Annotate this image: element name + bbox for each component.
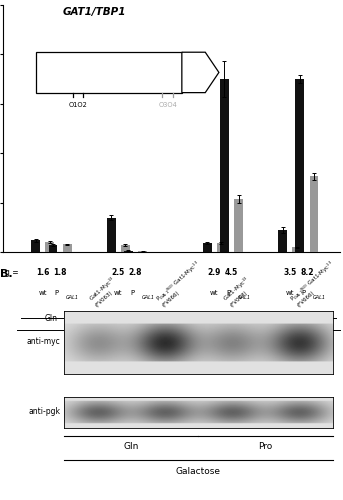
- Text: anti-pgk: anti-pgk: [28, 406, 61, 416]
- Text: g =: g =: [5, 268, 19, 277]
- Text: 2.5: 2.5: [112, 268, 125, 277]
- Text: wt: wt: [114, 290, 122, 296]
- Bar: [217, 244, 226, 252]
- Bar: [138, 251, 147, 252]
- Text: Gat1-Myc$^{13}$
(FV063): Gat1-Myc$^{13}$ (FV063): [221, 274, 257, 308]
- Text: 8.2: 8.2: [300, 268, 314, 277]
- Bar: [203, 244, 212, 252]
- Text: P: P: [226, 290, 230, 296]
- Bar: [49, 245, 58, 252]
- Text: B.: B.: [0, 269, 13, 279]
- Bar: [107, 218, 116, 252]
- Bar: [292, 248, 301, 252]
- Bar: [62, 244, 72, 252]
- Text: P: P: [130, 290, 134, 296]
- Text: GAL1: GAL1: [313, 295, 326, 300]
- Text: GAL1: GAL1: [66, 295, 79, 300]
- Text: 1.6: 1.6: [36, 268, 49, 277]
- Text: Gln: Gln: [45, 314, 58, 322]
- Text: GAL1: GAL1: [142, 295, 155, 300]
- Bar: [31, 240, 40, 252]
- Text: 1.8: 1.8: [53, 268, 67, 277]
- Text: P$_{GAL1^{(M40)}}$ Gat1-Myc$^{13}$
(FV666): P$_{GAL1^{(M40)}}$ Gat1-Myc$^{13}$ (FV66…: [288, 258, 341, 308]
- Text: 3.5: 3.5: [283, 268, 296, 277]
- Bar: [309, 176, 318, 252]
- Text: P$_{GAL1^{(M40)}}$ Gat1-Myc$^{13}$
(FV666): P$_{GAL1^{(M40)}}$ Gat1-Myc$^{13}$ (FV66…: [154, 258, 207, 308]
- Text: 2.9: 2.9: [208, 268, 221, 277]
- Text: P: P: [301, 290, 306, 296]
- Bar: [278, 230, 287, 252]
- Text: Galactose: Galactose: [240, 342, 282, 350]
- Text: wt: wt: [39, 290, 47, 296]
- Text: 2.8: 2.8: [129, 268, 142, 277]
- Text: wt: wt: [286, 290, 294, 296]
- Text: Glucose: Glucose: [72, 342, 106, 350]
- Text: anti-myc: anti-myc: [27, 337, 61, 346]
- Bar: [234, 199, 243, 252]
- Bar: [124, 251, 133, 252]
- Text: wt: wt: [210, 290, 218, 296]
- Text: Galactose: Galactose: [176, 467, 221, 476]
- Bar: [121, 245, 130, 252]
- Text: GAL1: GAL1: [238, 295, 251, 300]
- Text: GAT1/TBP1: GAT1/TBP1: [62, 8, 126, 18]
- Bar: [220, 79, 229, 252]
- Text: Pro: Pro: [259, 442, 273, 452]
- Bar: [45, 242, 54, 252]
- Text: 4.5: 4.5: [225, 268, 238, 277]
- Text: P: P: [55, 290, 59, 296]
- Text: Pro: Pro: [121, 314, 133, 322]
- Bar: [295, 79, 304, 252]
- Text: Gat1-Myc$^{13}$
(FV063): Gat1-Myc$^{13}$ (FV063): [87, 274, 122, 308]
- Text: Gln: Gln: [216, 314, 229, 322]
- Text: Pro: Pro: [292, 314, 305, 322]
- Text: Gln: Gln: [123, 442, 139, 452]
